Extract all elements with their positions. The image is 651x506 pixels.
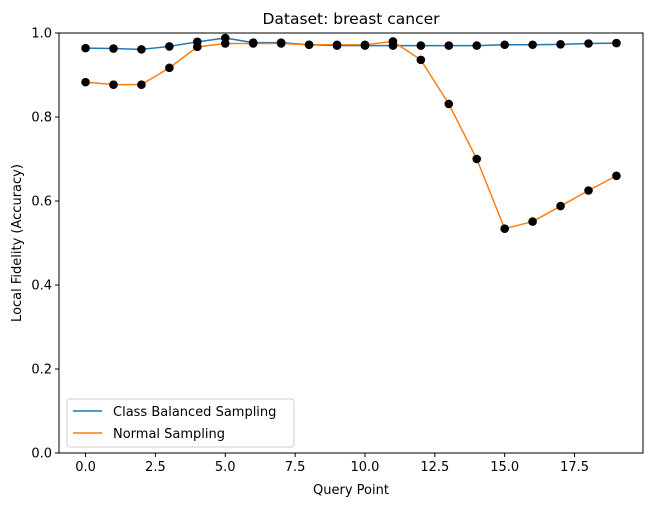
y-tick-label: 0.8 bbox=[31, 111, 52, 126]
x-tick-label: 15.0 bbox=[490, 460, 519, 475]
x-tick-label: 17.5 bbox=[560, 460, 589, 475]
series-line-0 bbox=[85, 37, 617, 51]
data-point-series-1 bbox=[81, 77, 90, 87]
x-tick-label: 12.5 bbox=[420, 460, 449, 475]
plot-frame bbox=[58, 32, 644, 454]
data-point-series-1 bbox=[528, 217, 537, 226]
data-point-series-1 bbox=[304, 40, 314, 50]
y-tick-label: 0.0 bbox=[31, 447, 52, 462]
x-tick-label: 2.5 bbox=[145, 460, 166, 475]
data-point-series-1 bbox=[500, 224, 509, 234]
data-point-series-0 bbox=[416, 41, 426, 50]
data-point-series-1 bbox=[444, 99, 454, 109]
data-point-series-0 bbox=[109, 44, 118, 53]
data-point-series-1 bbox=[472, 154, 482, 164]
data-point-series-1 bbox=[248, 39, 258, 48]
data-point-series-1 bbox=[165, 63, 174, 73]
data-point-series-0 bbox=[556, 40, 565, 49]
data-point-series-1 bbox=[388, 37, 398, 46]
data-point-series-0 bbox=[528, 40, 537, 50]
data-point-series-1 bbox=[556, 201, 565, 211]
data-point-series-0 bbox=[165, 42, 174, 51]
data-point-series-0 bbox=[444, 41, 454, 50]
chart-title: Dataset: breast cancer bbox=[262, 10, 440, 28]
legend-box bbox=[66, 398, 295, 448]
data-point-series-1 bbox=[276, 39, 286, 48]
x-tick-label: 10.0 bbox=[350, 460, 379, 475]
data-point-series-1 bbox=[137, 80, 146, 89]
series-line-1 bbox=[85, 40, 617, 230]
data-point-series-1 bbox=[360, 40, 370, 50]
x-tick-label: 0.0 bbox=[75, 460, 96, 475]
data-point-series-1 bbox=[220, 39, 230, 48]
x-axis: 0.0 2.5 5.0 7.5 10.0 12.5 15.0 17.5 bbox=[75, 453, 589, 475]
marker-layer bbox=[81, 33, 621, 234]
y-tick-label: 0.2 bbox=[31, 363, 52, 378]
data-point-series-0 bbox=[500, 40, 509, 50]
data-point-series-0 bbox=[81, 43, 90, 53]
data-point-series-0 bbox=[472, 41, 482, 50]
data-point-series-1 bbox=[612, 171, 621, 181]
y-axis: 0.0 0.2 0.4 0.6 0.8 1.0 bbox=[31, 27, 59, 462]
data-point-series-1 bbox=[584, 186, 593, 195]
legend-label-normal: Normal Sampling bbox=[113, 427, 225, 442]
data-point-series-0 bbox=[584, 39, 593, 48]
y-axis-label: Local Fidelity (Accuracy) bbox=[10, 164, 25, 322]
y-tick-label: 0.6 bbox=[31, 195, 52, 210]
data-point-series-1 bbox=[193, 42, 202, 52]
legend: Class Balanced Sampling Normal Sampling bbox=[66, 398, 295, 448]
x-axis-label: Query Point bbox=[313, 483, 389, 498]
data-point-series-0 bbox=[137, 45, 146, 54]
data-point-series-0 bbox=[612, 38, 621, 48]
series-layer bbox=[85, 37, 617, 230]
x-tick-label: 5.0 bbox=[215, 460, 236, 475]
y-tick-label: 1.0 bbox=[31, 27, 52, 42]
x-tick-label: 7.5 bbox=[285, 460, 306, 475]
data-point-series-1 bbox=[109, 80, 118, 89]
legend-label-class-balanced: Class Balanced Sampling bbox=[113, 405, 276, 420]
data-point-series-1 bbox=[332, 40, 342, 50]
data-point-series-1 bbox=[416, 55, 426, 65]
y-tick-label: 0.4 bbox=[31, 279, 52, 294]
